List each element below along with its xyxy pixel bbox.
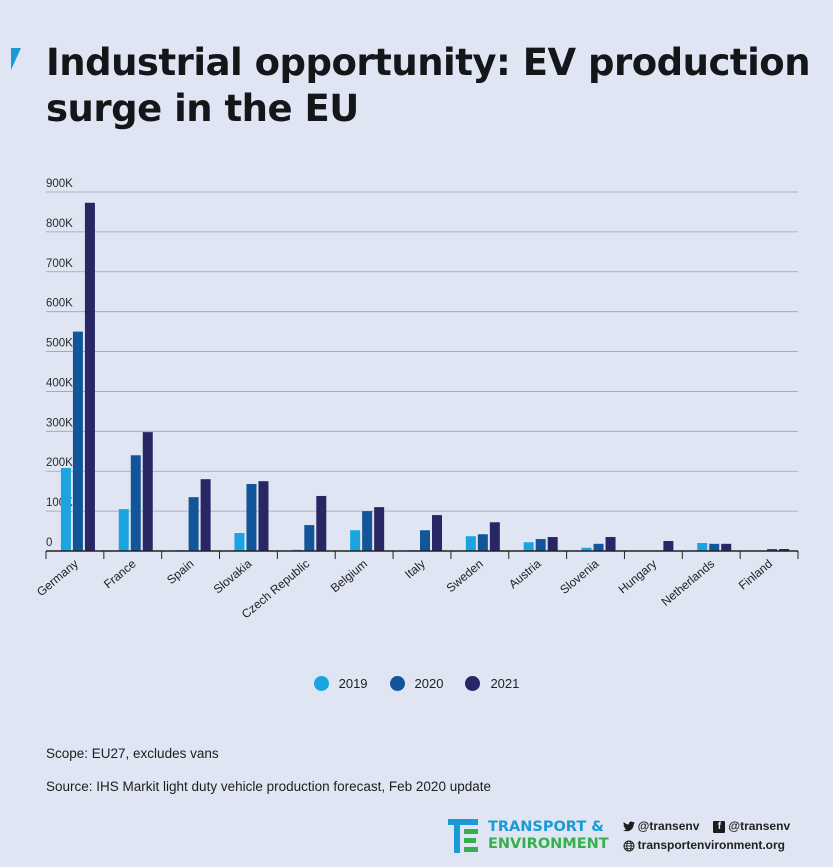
x-tick-label: Spain: [164, 557, 197, 587]
bar-2020: [535, 539, 546, 551]
footer: TRANSPORT & ENVIRONMENT @transenv f @tra…: [448, 815, 818, 857]
website-link[interactable]: transportenvironment.org: [623, 836, 785, 855]
bar-2021: [200, 479, 211, 551]
bar-2021: [779, 549, 790, 551]
legend-swatch: [313, 676, 329, 691]
bar-2019: [118, 509, 129, 551]
y-tick-label: 800K: [46, 218, 73, 230]
facebook-f-icon: f: [713, 820, 726, 833]
x-tick-label: Hungary: [616, 557, 660, 597]
bar-2019: [60, 468, 71, 551]
bar-2019: [697, 543, 708, 551]
chart-title: Industrial opportunity: EV production su…: [46, 41, 811, 130]
title-accent-mark: [11, 48, 21, 70]
bar-2020: [362, 511, 373, 551]
y-tick-label: 300K: [46, 417, 73, 429]
twitter-handle: @transenv: [637, 819, 700, 833]
bar-2021: [316, 495, 327, 551]
bar-2020: [593, 543, 604, 551]
logo-line-1: TRANSPORT &: [488, 819, 604, 835]
bar-2021: [721, 543, 732, 551]
bar-2021: [547, 537, 558, 551]
x-tick-label: Slovenia: [557, 556, 602, 597]
source-note: Source: IHS Markit light duty vehicle pr…: [46, 779, 491, 794]
twitter-link[interactable]: @transenv: [622, 817, 700, 836]
bar-2020: [420, 530, 430, 551]
legend-item-2020: 2020: [389, 676, 444, 691]
facebook-handle: @transenv: [728, 819, 791, 833]
chart-legend: 2019 2020 2021: [0, 676, 833, 691]
x-tick-label: Netherlands: [659, 557, 718, 609]
bar-2021: [84, 202, 95, 551]
website-url: transportenvironment.org: [637, 838, 786, 852]
bar-2020: [304, 525, 315, 551]
facebook-link[interactable]: f @transenv: [713, 817, 790, 836]
globe-icon: [623, 840, 635, 852]
bar-2021: [374, 507, 385, 551]
logo-line-2: ENVIRONMENT: [488, 836, 609, 852]
x-tick-label: France: [101, 556, 139, 591]
bar-2021: [142, 432, 153, 551]
y-tick-label: 900K: [46, 178, 73, 190]
bar-2020: [767, 549, 778, 551]
organization-logo-text: TRANSPORT & ENVIRONMENT: [488, 819, 609, 853]
social-links: @transenv f @transenv transportenvironme…: [622, 817, 790, 855]
legend-item-2021: 2021: [465, 676, 519, 691]
x-tick-label: Austria: [506, 556, 544, 591]
bar-2020: [130, 455, 141, 551]
y-tick-label: 500K: [46, 338, 73, 350]
bars: [60, 202, 790, 551]
bar-2019: [581, 547, 592, 551]
x-tick-label: Finland: [736, 557, 775, 593]
legend-swatch: [465, 676, 481, 691]
bar-2019: [523, 542, 534, 551]
legend-label: 2019: [338, 676, 368, 691]
te-logo-icon: [448, 817, 478, 855]
bar-2019: [350, 530, 361, 551]
bar-2019: [234, 533, 245, 551]
bar-2020: [709, 543, 720, 551]
bar-2020: [72, 331, 83, 551]
gridlines: [46, 191, 798, 512]
bar-2021: [663, 541, 674, 551]
y-tick-label: 700K: [46, 258, 73, 270]
y-tick-label: 200K: [46, 457, 73, 469]
twitter-bird-icon: [622, 820, 635, 833]
legend-label: 2020: [414, 676, 444, 691]
y-tick-label: 400K: [46, 377, 73, 389]
y-tick-label: 600K: [46, 298, 73, 310]
bar-2021: [432, 515, 442, 551]
bar-2020: [246, 483, 257, 551]
scope-note: Scope: EU27, excludes vans: [46, 746, 219, 761]
bar-2021: [605, 537, 616, 551]
x-tick-label: Italy: [402, 557, 428, 582]
x-tick-label: Sweden: [444, 557, 486, 596]
bar-2021: [489, 522, 500, 551]
legend-swatch: [389, 676, 405, 691]
x-tick-label: Slovakia: [211, 556, 255, 596]
bar-2021: [258, 481, 269, 551]
x-tick-label: Belgium: [328, 557, 370, 596]
bar-2020: [477, 534, 488, 551]
legend-item-2019: 2019: [313, 676, 368, 691]
x-tick-label: Germany: [34, 557, 81, 599]
bar-2019: [465, 536, 476, 551]
y-tick-label: 0: [46, 537, 52, 549]
bar-2020: [188, 497, 199, 551]
legend-label: 2021: [490, 676, 520, 691]
